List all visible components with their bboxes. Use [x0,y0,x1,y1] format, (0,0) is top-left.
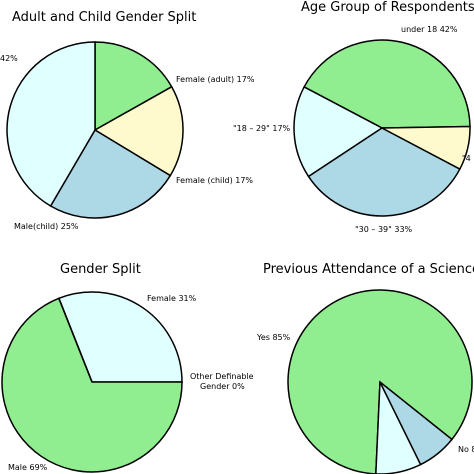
pie-chart-adult-child: Adult and Child Gender Split 42% Female … [0,10,255,231]
slice-label-female-adult: Female (adult) 17% [176,75,255,84]
pie-slice-other-definable-gender-0 [58,298,93,383]
slice-label-male: Male 69% [8,463,48,472]
pie-slice-male-69 [1,297,183,473]
slice-label-under-18: under 18 42% [401,25,458,34]
pie-slice-female-child-17 [93,85,184,177]
chart-title: Gender Split [60,262,141,277]
pie-slice-30-39-33 [307,127,461,217]
pie-slice-under-18-42 [303,39,471,129]
pie-slice-male-child-25 [49,128,172,219]
slice-label-40: "4 [462,154,471,163]
pie-chart-gender-split: Gender Split Female 31% Male 69% Other D… [1,262,256,473]
slice-label-other-gender-line2: Gender 0% [200,382,245,391]
pie-slice-4 [381,125,471,171]
pie-slice-female-31 [57,291,183,383]
pie-chart-age-group: Age Group of Respondents under 18 42% "1… [233,0,474,234]
slice-label-30-39: "30 – 39" 33% [355,225,413,234]
pie-slice-18-29-17 [293,85,384,178]
slice-label-female-child: Female (child) 17% [176,176,253,185]
slice-label-18-29: "18 – 29" 17% [233,124,291,133]
slice-label-female: Female 31% [147,294,197,303]
pie-chart-previous-attendance: Previous Attendance of a Science Ce Yes … [256,262,474,474]
slice-label-yes: Yes 85% [256,333,291,342]
chart-title: Adult and Child Gender Split [12,10,196,25]
slice-label-other: 42% [0,54,18,63]
chart-title: Previous Attendance of a Science Ce [263,262,474,277]
chart-title: Age Group of Respondents [301,0,474,15]
slice-label-other-gender: Other Definable Gender 0% [190,372,256,391]
pie-slice-slice-2 [379,381,453,466]
slice-label-other-gender-line1: Other Definable [190,372,254,381]
pie-slice-female-adult-17 [94,41,173,132]
pie-slice-42 [6,41,96,208]
slice-label-male-child: Male(child) 25% [14,222,79,231]
slice-label-no: No 8 [458,445,474,454]
